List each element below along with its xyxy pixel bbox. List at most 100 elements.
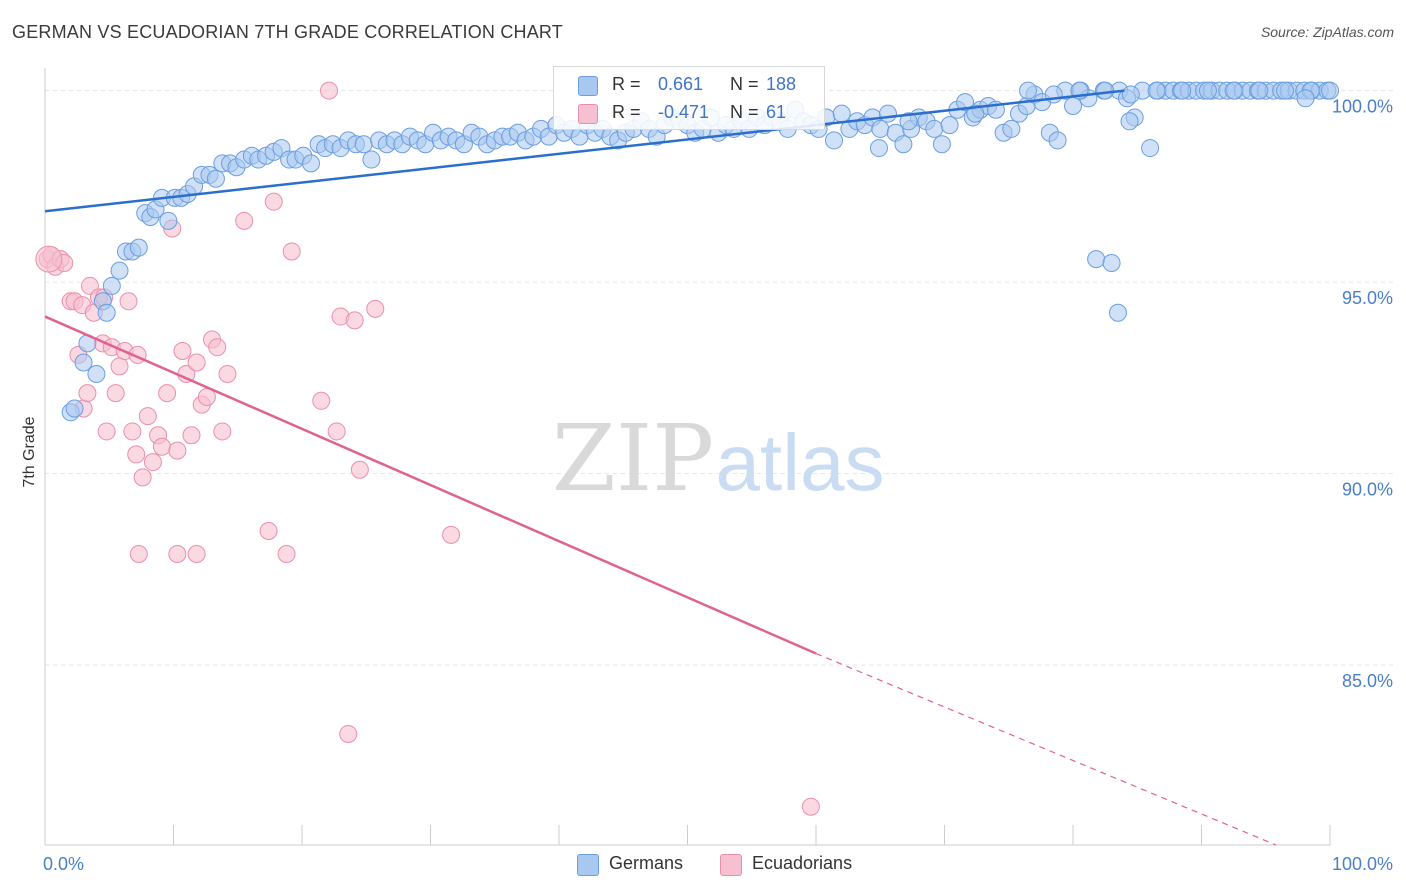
n-label: N =	[730, 74, 759, 94]
german-point	[1121, 85, 1140, 104]
legend-swatch-germans	[577, 854, 599, 876]
german-point	[956, 93, 975, 112]
series-legend: Germans Ecuadorians	[0, 852, 1406, 878]
german-point	[97, 303, 116, 322]
stats-row-germans: R = 0.661 N = 188	[554, 71, 824, 99]
german-point	[1048, 131, 1067, 150]
german-point	[102, 276, 121, 295]
german-point	[159, 211, 178, 230]
ecuadorian-point	[106, 384, 125, 403]
ecuadorian-point	[259, 522, 278, 540]
german-point	[1064, 96, 1082, 115]
german-point	[1108, 303, 1127, 322]
r-label: R =	[612, 102, 641, 122]
y-tick-label: 95.0%	[1342, 288, 1393, 308]
ecuadorian-point	[213, 422, 232, 441]
german-point	[824, 131, 843, 150]
ecuadorian-point	[208, 338, 227, 357]
german-point	[110, 261, 129, 280]
axes	[44, 68, 1331, 846]
german-point	[871, 119, 890, 138]
ecuadorian-point	[127, 445, 146, 464]
german-point	[362, 150, 381, 169]
n-value: 61	[766, 102, 787, 122]
german-point	[1120, 112, 1139, 131]
german-point	[932, 135, 951, 154]
german-point	[301, 154, 320, 173]
r-value: -0.471	[658, 102, 710, 122]
axis-labels: 85.0% 90.0% 95.0% 100.0% 0.0% 100.0% 7th Grade	[21, 97, 1393, 874]
x-tick-label-start: 0.0%	[43, 854, 84, 874]
ecuadorian-point	[319, 81, 338, 100]
german-point	[899, 112, 918, 131]
ecuadorian-point	[327, 422, 346, 441]
ecuadorian-point	[168, 544, 187, 563]
german-point	[966, 104, 985, 123]
source-label: Source: ZipAtlas.com	[1260, 24, 1394, 40]
german-point	[1250, 81, 1269, 100]
y-axis-title: 7th Grade	[21, 416, 38, 487]
gridlines	[45, 90, 1395, 666]
r-value: 0.661	[658, 74, 704, 94]
ecuadorian-point	[366, 299, 385, 318]
german-point	[1096, 81, 1115, 100]
watermark-zip: ZIP	[552, 405, 714, 512]
ecuadorian-point	[129, 544, 148, 563]
german-point	[1173, 81, 1192, 100]
german-point	[940, 116, 959, 135]
stats-row-ecuadorians: R = -0.471 N = 61	[554, 99, 824, 127]
legend-label-germans: Germans	[609, 853, 684, 873]
x-tick-label-end: 100.0%	[1332, 854, 1393, 874]
y-tick-label: 85.0%	[1342, 671, 1393, 691]
ecuadorian-point	[168, 441, 187, 460]
watermark-atlas: atlas	[716, 418, 885, 507]
german-point	[1198, 81, 1217, 100]
german-point	[832, 104, 851, 123]
ecuadorian-point	[97, 422, 116, 441]
ecuadorians-points	[35, 81, 820, 816]
german-point	[1296, 89, 1315, 108]
ecuadorian-point	[277, 544, 296, 563]
watermark: ZIP atlas	[552, 405, 885, 512]
chart-title: GERMAN VS ECUADORIAN 7TH GRADE CORRELATI…	[12, 22, 564, 42]
ecuadorian-point	[187, 353, 206, 372]
german-point	[1002, 119, 1021, 138]
ecuadorian-point	[312, 391, 331, 410]
german-point	[354, 135, 373, 154]
ecuadorian-point	[158, 384, 177, 403]
legend-swatch-ecuadorians	[720, 854, 742, 876]
germans-trend-line	[44, 89, 1125, 213]
german-point	[869, 139, 888, 158]
y-tick-label: 90.0%	[1342, 480, 1393, 500]
ecuadorian-point	[152, 437, 171, 456]
german-point	[925, 119, 944, 138]
german-point	[1224, 81, 1243, 100]
german-point	[206, 169, 225, 188]
ecuadorian-point	[78, 384, 97, 403]
ecuadorian-point	[339, 724, 358, 743]
german-point	[129, 238, 148, 257]
german-point	[878, 104, 897, 123]
ecuadorian-point	[801, 797, 820, 816]
trend-lines	[44, 89, 1277, 846]
german-point	[1141, 139, 1160, 158]
ecuadorian-point	[187, 544, 206, 563]
german-point	[87, 365, 106, 383]
german-point	[74, 353, 93, 372]
n-label: N =	[730, 102, 759, 122]
legend-swatch-ecuadorians	[578, 104, 598, 124]
germans-points	[61, 81, 1339, 422]
german-point	[1019, 81, 1038, 100]
ecuadorian-point	[350, 460, 369, 479]
legend-label-ecuadorians: Ecuadorians	[752, 853, 853, 873]
y-tick-label: 100.0%	[1332, 97, 1393, 117]
ecuadorian-point	[218, 365, 237, 383]
ecuadorians-trend-line	[44, 315, 817, 655]
legend-swatch-germans	[578, 76, 598, 96]
german-point	[894, 135, 913, 154]
ecuadorian-point	[173, 342, 192, 361]
ecuadorian-point	[235, 211, 254, 230]
german-point	[1147, 81, 1166, 100]
german-point	[1102, 253, 1121, 272]
